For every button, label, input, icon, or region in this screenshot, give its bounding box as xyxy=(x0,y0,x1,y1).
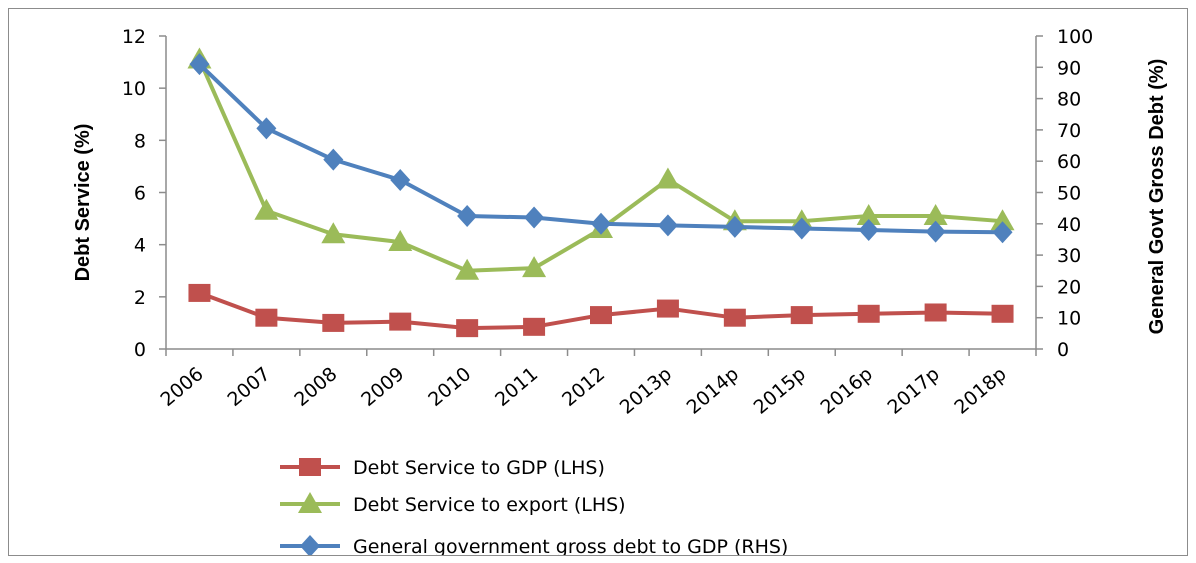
x-tick-label: 2017p xyxy=(883,363,943,419)
govt-gross-debt-point xyxy=(925,220,946,243)
x-tick-label: 2012 xyxy=(558,363,609,411)
debt-service-gdp-point xyxy=(389,312,412,331)
legend-marker xyxy=(299,458,321,476)
x-tick-label: 2008 xyxy=(290,363,341,411)
right-tick-label: 30 xyxy=(1057,245,1081,267)
x-tick-label: 2007 xyxy=(223,363,274,411)
govt-gross-debt-point xyxy=(858,219,879,242)
left-tick-label: 12 xyxy=(122,26,146,48)
left-axis-title: Debt Service (%) xyxy=(72,124,94,282)
left-tick-label: 4 xyxy=(134,235,146,257)
debt-service-export-point xyxy=(923,203,948,225)
right-tick-label: 100 xyxy=(1057,26,1093,48)
right-tick-label: 90 xyxy=(1057,57,1081,79)
series-debt-service-export xyxy=(187,47,1015,280)
left-tick-label: 2 xyxy=(134,287,146,309)
debt-service-export-point xyxy=(254,198,279,220)
x-tick-label: 2009 xyxy=(357,363,408,411)
x-tick-label: 2011 xyxy=(491,363,542,411)
right-tick-label: 60 xyxy=(1057,151,1081,173)
govt-gross-debt-point xyxy=(657,214,678,237)
debt-service-gdp-point xyxy=(523,317,546,336)
x-tick-label: 2015p xyxy=(750,363,810,419)
left-tick-label: 10 xyxy=(122,78,146,100)
debt-service-gdp-point xyxy=(656,299,679,318)
right-tick-label: 40 xyxy=(1057,214,1081,236)
govt-gross-debt-line xyxy=(198,62,1003,235)
legend-label: Debt Service to GDP (LHS) xyxy=(353,457,605,479)
debt-service-export-point xyxy=(321,222,346,244)
legend-item-debt-service-gdp: Debt Service to GDP (LHS) xyxy=(280,457,605,479)
x-tick-label: 2010 xyxy=(424,363,475,411)
debt-service-gdp-point xyxy=(790,306,813,325)
x-tick-label: 2006 xyxy=(156,363,207,411)
govt-gross-debt-point xyxy=(591,212,611,235)
right-axis-title: General Govt Gross Debt (%) xyxy=(1146,59,1168,335)
debt-service-gdp-point xyxy=(322,313,345,332)
series-layer xyxy=(187,47,1015,338)
series-debt-service-gdp xyxy=(188,283,1014,338)
legend-item-debt-service-export: Debt Service to export (LHS) xyxy=(280,492,626,516)
debt-service-gdp-point xyxy=(188,283,211,302)
govt-gross-debt-point xyxy=(189,53,210,76)
chart-frame: 0 2 4 6 8 10 12 0 10 20 30 40 50 60 70 80 90 100 2006 2007 2… xyxy=(8,8,1188,556)
debt-service-export-point xyxy=(455,258,480,280)
debt-service-gdp-point xyxy=(255,308,278,327)
legend-label: General government gross debt to GDP (RH… xyxy=(353,536,788,555)
right-tick-label: 50 xyxy=(1057,183,1081,205)
debt-service-gdp-point xyxy=(456,319,479,338)
debt-service-gdp-point xyxy=(857,304,880,323)
left-tick-label: 8 xyxy=(134,130,146,152)
govt-gross-debt-point xyxy=(390,168,411,191)
legend-marker xyxy=(300,535,320,555)
govt-gross-debt-point xyxy=(323,148,344,171)
right-tick-label: 80 xyxy=(1057,89,1081,111)
govt-gross-debt-point xyxy=(724,215,745,238)
govt-gross-debt-point xyxy=(992,221,1013,244)
govt-gross-debt-point xyxy=(524,206,545,229)
debt-service-export-line xyxy=(197,58,1003,273)
line-chart: 0 2 4 6 8 10 12 0 10 20 30 40 50 60 70 80 90 100 2006 2007 2… xyxy=(72,26,1168,555)
debt-service-gdp-point xyxy=(723,308,746,327)
govt-gross-debt-point xyxy=(457,204,478,227)
left-tick-label: 0 xyxy=(134,339,146,361)
debt-service-gdp-point xyxy=(991,304,1014,323)
debt-service-export-point xyxy=(655,167,680,189)
series-govt-gross-debt xyxy=(189,53,1013,244)
legend-label: Debt Service to export (LHS) xyxy=(353,494,626,516)
govt-gross-debt-point xyxy=(791,217,812,240)
debt-service-export-point xyxy=(388,230,413,252)
right-tick-label: 20 xyxy=(1057,276,1081,298)
debt-service-gdp-point xyxy=(590,306,612,325)
govt-gross-debt-point xyxy=(256,117,277,140)
legend-marker xyxy=(298,492,322,513)
x-tick-label: 2018p xyxy=(950,363,1010,419)
debt-service-gdp-point xyxy=(924,303,947,322)
right-tick-label: 70 xyxy=(1057,120,1081,142)
x-tick-label: 2013p xyxy=(616,363,676,419)
legend: Debt Service to GDP (LHS) Debt Service to… xyxy=(280,457,788,555)
left-tick-label: 6 xyxy=(134,183,146,205)
right-tick-label: 10 xyxy=(1057,308,1081,330)
legend-item-govt-gross-debt: General government gross debt to GDP (RH… xyxy=(280,535,788,555)
x-tick-label: 2016p xyxy=(816,363,876,419)
x-tick-label: 2014p xyxy=(683,363,743,419)
right-tick-label: 0 xyxy=(1057,339,1069,361)
debt-service-export-point xyxy=(990,209,1015,231)
debt-service-export-point xyxy=(856,203,881,225)
debt-service-export-point xyxy=(522,256,547,278)
